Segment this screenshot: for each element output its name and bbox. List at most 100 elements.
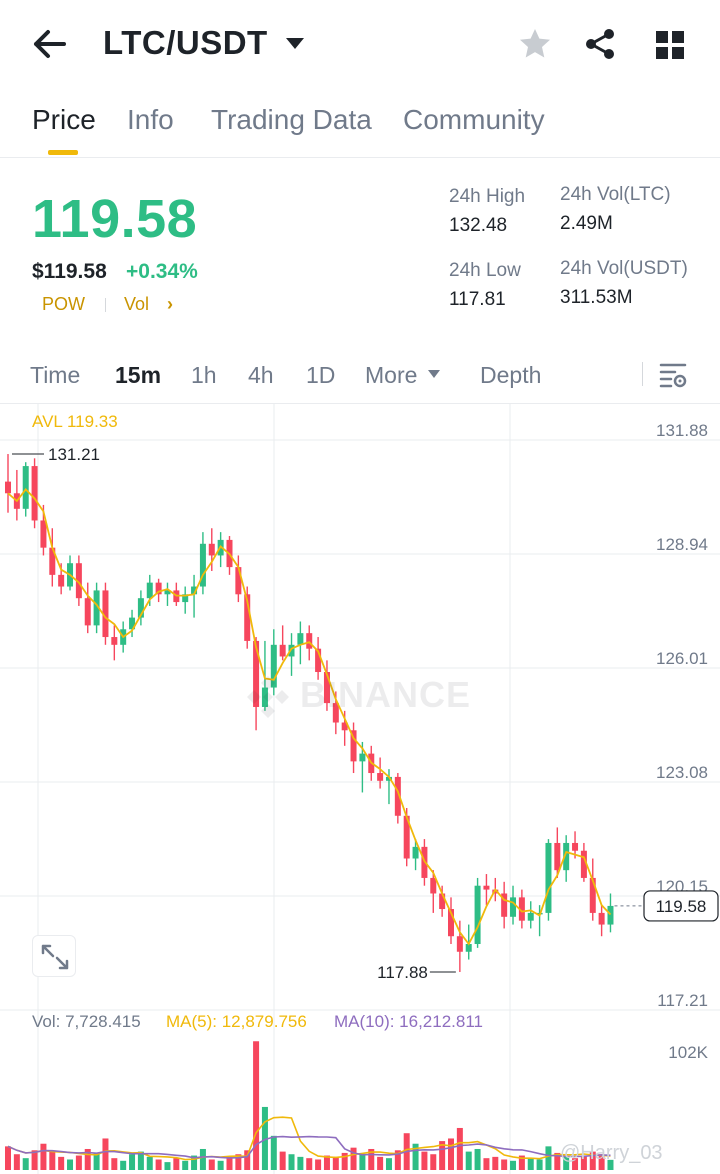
tab-community[interactable]: Community — [403, 104, 545, 135]
volume-bar — [315, 1159, 322, 1170]
candle-body — [111, 637, 118, 645]
avl-label: AVL 119.33 — [32, 412, 118, 431]
volume-bar — [607, 1159, 614, 1170]
candle-body — [253, 640, 260, 707]
volume-bar — [5, 1146, 11, 1170]
volume-axis-label: 102K — [668, 1043, 708, 1062]
interval-depth[interactable]: Depth — [480, 362, 542, 388]
volume-bar — [279, 1151, 286, 1170]
tab-trading-data[interactable]: Trading Data — [211, 104, 372, 135]
volume-bar — [563, 1156, 570, 1170]
candle-body — [129, 617, 136, 630]
pair-title[interactable]: LTC/USDT — [103, 24, 268, 61]
volume-bar — [465, 1151, 472, 1170]
candle-body — [501, 893, 508, 917]
volume-bar — [182, 1160, 189, 1170]
candle-body — [235, 567, 242, 595]
volume-bar — [527, 1158, 534, 1170]
tag-pow[interactable]: POW — [42, 294, 85, 314]
candle-body — [323, 672, 330, 704]
volume-bar — [368, 1148, 375, 1170]
fullscreen-button[interactable] — [32, 935, 76, 977]
volume-bar — [323, 1155, 330, 1170]
chevron-right-icon[interactable]: › — [167, 294, 173, 314]
candle-body — [31, 466, 38, 521]
candle-body — [182, 594, 189, 603]
candle-body — [385, 776, 392, 781]
interval-time[interactable]: Time — [30, 362, 81, 388]
volume-bar — [93, 1152, 100, 1170]
candle-body — [510, 897, 517, 917]
candle-body — [270, 644, 277, 688]
candle-body — [589, 877, 596, 913]
volume-bar — [261, 1106, 268, 1170]
price-axis-label: 128.94 — [656, 535, 708, 554]
volume-bar — [31, 1150, 38, 1170]
candle-body — [412, 846, 419, 859]
tag-vol[interactable]: Vol — [124, 294, 150, 314]
volume-bar — [377, 1156, 384, 1170]
candle-body — [93, 590, 100, 626]
volume-bar — [598, 1154, 605, 1170]
price-axis-label: 126.01 — [656, 649, 708, 668]
volume-bar — [394, 1150, 401, 1170]
candle-body — [22, 466, 29, 509]
candle-body — [58, 574, 65, 587]
candle-body — [572, 842, 579, 851]
volume-bar — [208, 1159, 215, 1170]
kline-chart[interactable]: 131.88 128.94 126.01 123.08 120.15 117.21 131.… — [0, 404, 720, 1174]
caret-down-icon[interactable] — [285, 36, 305, 50]
volume-bar — [430, 1154, 437, 1170]
volume-bar — [40, 1143, 47, 1170]
volume-bar — [75, 1155, 82, 1170]
interval-bar: Time 15m 1h 4h 1D More Depth — [0, 348, 720, 404]
volume-bar — [492, 1156, 499, 1170]
candle-body — [191, 586, 198, 595]
volume-bar — [385, 1158, 392, 1170]
low-value: 117.81 — [449, 289, 506, 310]
back-arrow-icon[interactable] — [30, 26, 70, 62]
interval-1h[interactable]: 1h — [191, 362, 217, 388]
chart-settings-icon[interactable] — [658, 360, 688, 390]
volume-bar — [226, 1156, 233, 1170]
volume-bar — [510, 1160, 517, 1170]
interval-more[interactable]: More — [365, 362, 418, 388]
low-label: 24h Low — [449, 260, 521, 281]
interval-4h[interactable]: 4h — [248, 362, 274, 388]
volume-bar — [518, 1155, 525, 1170]
candle-body — [607, 905, 614, 925]
tab-price[interactable]: Price — [32, 104, 96, 135]
candle-body — [332, 703, 339, 723]
vol-ltc-label: 24h Vol(LTC) — [560, 184, 671, 205]
tab-info[interactable]: Info — [127, 104, 174, 135]
volume-bar — [332, 1156, 339, 1170]
high-value: 132.48 — [449, 215, 508, 236]
candle-body — [49, 547, 56, 575]
interval-15m[interactable]: 15m — [115, 362, 162, 388]
candle-body — [155, 582, 162, 595]
price-axis-label: 123.08 — [656, 763, 708, 782]
volume-bar — [111, 1158, 118, 1170]
binance-watermark: BINANCE — [245, 672, 485, 722]
candle-body — [199, 543, 206, 587]
volume-bar — [501, 1159, 508, 1170]
candle-body — [244, 594, 251, 641]
more-caret-down-icon[interactable] — [428, 370, 440, 379]
active-tab-indicator — [48, 150, 78, 155]
watermark-text: BINANCE — [300, 674, 472, 715]
grid-icon[interactable] — [653, 28, 687, 62]
volume-bar — [164, 1162, 171, 1170]
volume-bar — [58, 1156, 65, 1170]
price-summary: 119.58 $119.58 +0.34% POW Vol › 24h High… — [0, 160, 720, 340]
volume-ma10-line — [7, 1135, 611, 1159]
vol-ltc-value: 2.49M — [560, 213, 613, 234]
candle-body — [439, 893, 446, 910]
interval-1d[interactable]: 1D — [306, 362, 336, 388]
kline-canvas[interactable]: 131.88128.94126.01123.08120.15117.21131.… — [0, 404, 720, 1174]
volume-bar — [439, 1141, 446, 1170]
candle-body — [341, 722, 348, 731]
share-icon[interactable] — [582, 26, 618, 62]
star-icon[interactable] — [517, 26, 553, 62]
candle-body — [492, 889, 499, 894]
volume-bar — [456, 1127, 463, 1170]
